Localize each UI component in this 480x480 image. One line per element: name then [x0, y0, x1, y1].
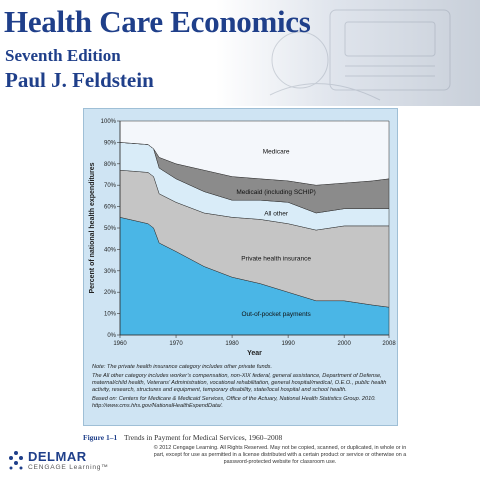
- y-tick-label: 100%: [101, 119, 117, 125]
- y-tick-label: 50%: [104, 226, 117, 232]
- x-tick-label: 1970: [169, 341, 183, 347]
- book-edition: Seventh Edition: [5, 46, 121, 65]
- figure-number: Figure 1–1: [83, 433, 118, 442]
- copyright-notice: © 2012 Cengage Learning. All Rights Rese…: [153, 445, 407, 465]
- series-label: Private health insurance: [241, 255, 311, 262]
- x-tick-label: 1990: [281, 341, 295, 347]
- y-tick-label: 20%: [104, 290, 117, 296]
- logo-delmar: DELMAR: [28, 449, 87, 464]
- area-medicare: [119, 120, 390, 186]
- logo-cengage: CENGAGE Learning™: [28, 464, 109, 471]
- y-tick-label: 10%: [104, 312, 117, 318]
- y-tick-label: 0%: [107, 333, 116, 339]
- y-tick-label: 70%: [104, 183, 117, 189]
- chart-series-labels: Out-of-pocket payments Private health ins…: [236, 148, 315, 318]
- x-tick-label: 2008: [382, 341, 396, 347]
- x-tick-label: 1980: [225, 341, 239, 347]
- figure-panel: Out-of-pocket payments Private health ins…: [83, 108, 398, 426]
- book-author: Paul J. Feldstein: [5, 68, 154, 92]
- series-label: Medicaid (including SCHIP): [236, 189, 315, 196]
- y-tick-label: 90%: [104, 140, 117, 146]
- book-title: Health Care Economics: [4, 4, 311, 39]
- figure-caption: Figure 1–1 Trends in Payment for Medical…: [83, 433, 413, 442]
- note-private-insurance: Note: The private health insurance categ…: [92, 364, 273, 370]
- y-tick-label: 40%: [104, 247, 117, 253]
- chart-areas: [119, 120, 390, 336]
- chart-x-axis: 1960 1970 1980 1990 2000 2008: [113, 334, 396, 347]
- y-tick-label: 60%: [104, 205, 117, 211]
- note-all-other: The All other category includes worker’s…: [92, 373, 387, 393]
- y-tick-label: 30%: [104, 269, 117, 275]
- cover-decoration: [269, 9, 451, 101]
- delmar-dots-icon: [9, 451, 23, 470]
- series-label: Out-of-pocket payments: [241, 311, 311, 318]
- y-tick-label: 80%: [104, 162, 117, 168]
- book-cover-header: Health Care Economics Seventh Edition Pa…: [0, 0, 480, 106]
- series-label: All other: [264, 211, 289, 218]
- x-tick-label: 1960: [113, 341, 127, 347]
- stacked-area-chart: Out-of-pocket payments Private health ins…: [89, 119, 396, 357]
- note-source: Based on: Centers for Medicare & Medicai…: [92, 396, 376, 409]
- chart-y-axis-label: Percent of national health expenditures: [89, 162, 96, 293]
- figure-notes: Note: The private health insurance categ…: [92, 364, 392, 412]
- x-tick-label: 2000: [337, 341, 351, 347]
- series-label: Medicare: [263, 148, 290, 155]
- chart-y-axis: 0% 10% 20% 30% 40% 50% 60% 70% 80% 90% 100%: [101, 119, 121, 339]
- figure-caption-text: Trends in Payment for Medical Services, …: [123, 433, 283, 442]
- chart-x-axis-label: Year: [247, 350, 262, 357]
- publisher-logo: DELMAR CENGAGE Learning™: [8, 447, 108, 475]
